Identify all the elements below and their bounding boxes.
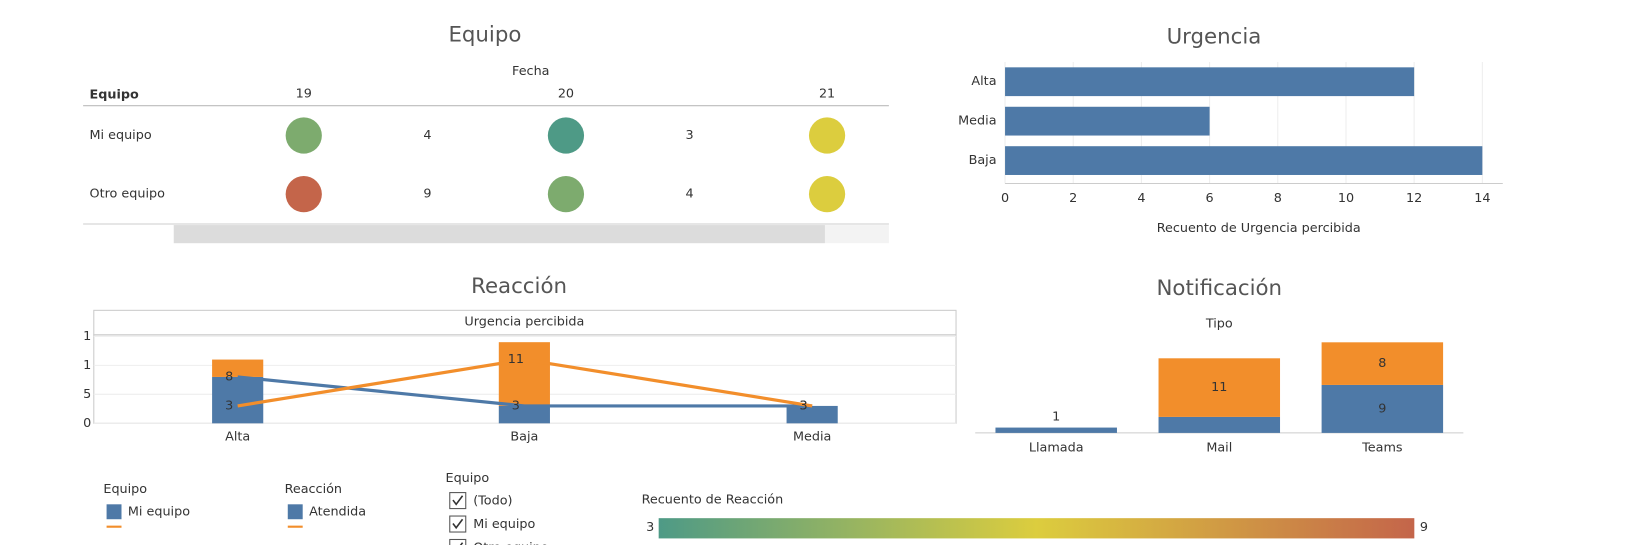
bar-segment [786,405,838,424]
category-label: Alta [971,74,996,89]
row-header: Equipo [90,88,139,103]
circle-mark [547,176,585,213]
legend-title: Equipo [103,482,147,497]
x-tick-label: 0 [1001,191,1009,206]
color-min: 3 [646,520,654,535]
row-label: Otro equipo [90,187,166,202]
category-label: Llamada [1029,440,1084,455]
legend-title: Reacción [285,482,342,497]
line [237,357,813,408]
color-max: 9 [1420,520,1428,535]
data-label: 3 [800,398,808,413]
checkmark [452,518,464,530]
category-label: Baja [969,153,997,168]
data-label: 3 [512,398,520,413]
x-tick-label: 12 [1406,191,1422,206]
color-legend-title: Recuento de Reacción [642,493,784,508]
panel-header: Tipo [1205,317,1233,332]
bar [1005,67,1415,97]
value-label: 3 [686,128,694,143]
category-label: Media [958,114,996,129]
value-label: 9 [423,187,431,202]
x-tick-label: 4 [1137,191,1145,206]
legend-label: Atendida [309,504,366,519]
y-tick-label: 1 [83,329,91,344]
category-label: Baja [510,430,538,445]
row-label: Mi equipo [90,128,152,143]
column-header: Fecha [512,64,549,79]
filter-option: Mi equipo [473,517,535,532]
column-label: 21 [819,86,835,101]
filter-option: Otro equipo [473,541,549,545]
bar-segment [1321,384,1444,433]
bar-segment [212,359,264,377]
bar-segment [995,427,1117,433]
x-tick-label: 2 [1069,191,1077,206]
y-tick-label: 1 [83,358,91,373]
filter-title: Equipo [446,471,490,486]
chart-title: Notificación [1157,276,1283,301]
chart-title: Reacción [471,274,567,299]
category-label: Mail [1206,440,1232,455]
x-tick-label: 6 [1206,191,1214,206]
data-label: 1 [1052,409,1060,424]
legend-label: Mi equipo [128,504,190,519]
circle-mark [285,117,322,154]
x-tick-label: 14 [1474,191,1490,206]
value-label: 4 [423,128,431,143]
column-label: 19 [296,86,312,101]
data-label: 8 [1378,356,1386,371]
checkbox[interactable] [449,538,467,545]
bar-segment [212,376,264,424]
data-label: 9 [1378,401,1386,416]
color-ramp [658,518,1415,539]
bar [1005,146,1483,175]
bar-segment [498,342,550,406]
value-label: 4 [686,187,694,202]
checkmark [452,495,464,506]
circle-mark [808,117,846,154]
legend-swatch [287,504,303,520]
category-label: Teams [1361,440,1403,455]
circle-mark [808,176,846,213]
filter-option: (Todo) [473,494,512,509]
data-label: 11 [1211,380,1227,395]
checkbox[interactable] [449,515,467,533]
column-label: 20 [558,86,574,101]
x-tick-label: 10 [1338,191,1354,206]
data-label: 11 [508,352,524,367]
bar-segment [1158,358,1281,417]
scroll-track [824,225,889,244]
line [237,375,813,408]
chart-title: Urgencia [1167,24,1262,49]
circle-mark [285,176,322,213]
legend-swatch [106,504,122,520]
checkbox[interactable] [449,492,467,510]
x-axis-label: Recuento de Urgencia percibida [1157,221,1361,236]
circle-mark [547,117,585,154]
scrollbar[interactable] [173,225,825,244]
category-label: Alta [225,430,250,445]
data-label: 3 [225,398,233,413]
category-label: Media [793,430,831,445]
data-label: 8 [225,369,233,384]
bar-segment [498,405,550,424]
x-tick-label: 8 [1274,191,1282,206]
chart-title: Equipo [448,22,521,47]
y-tick-label: 5 [83,387,91,402]
bar-segment [1321,342,1444,385]
y-tick-label: 0 [83,416,91,431]
bar-segment [1158,416,1281,433]
panel-header: Urgencia percibida [464,315,584,330]
bar [1005,106,1210,136]
